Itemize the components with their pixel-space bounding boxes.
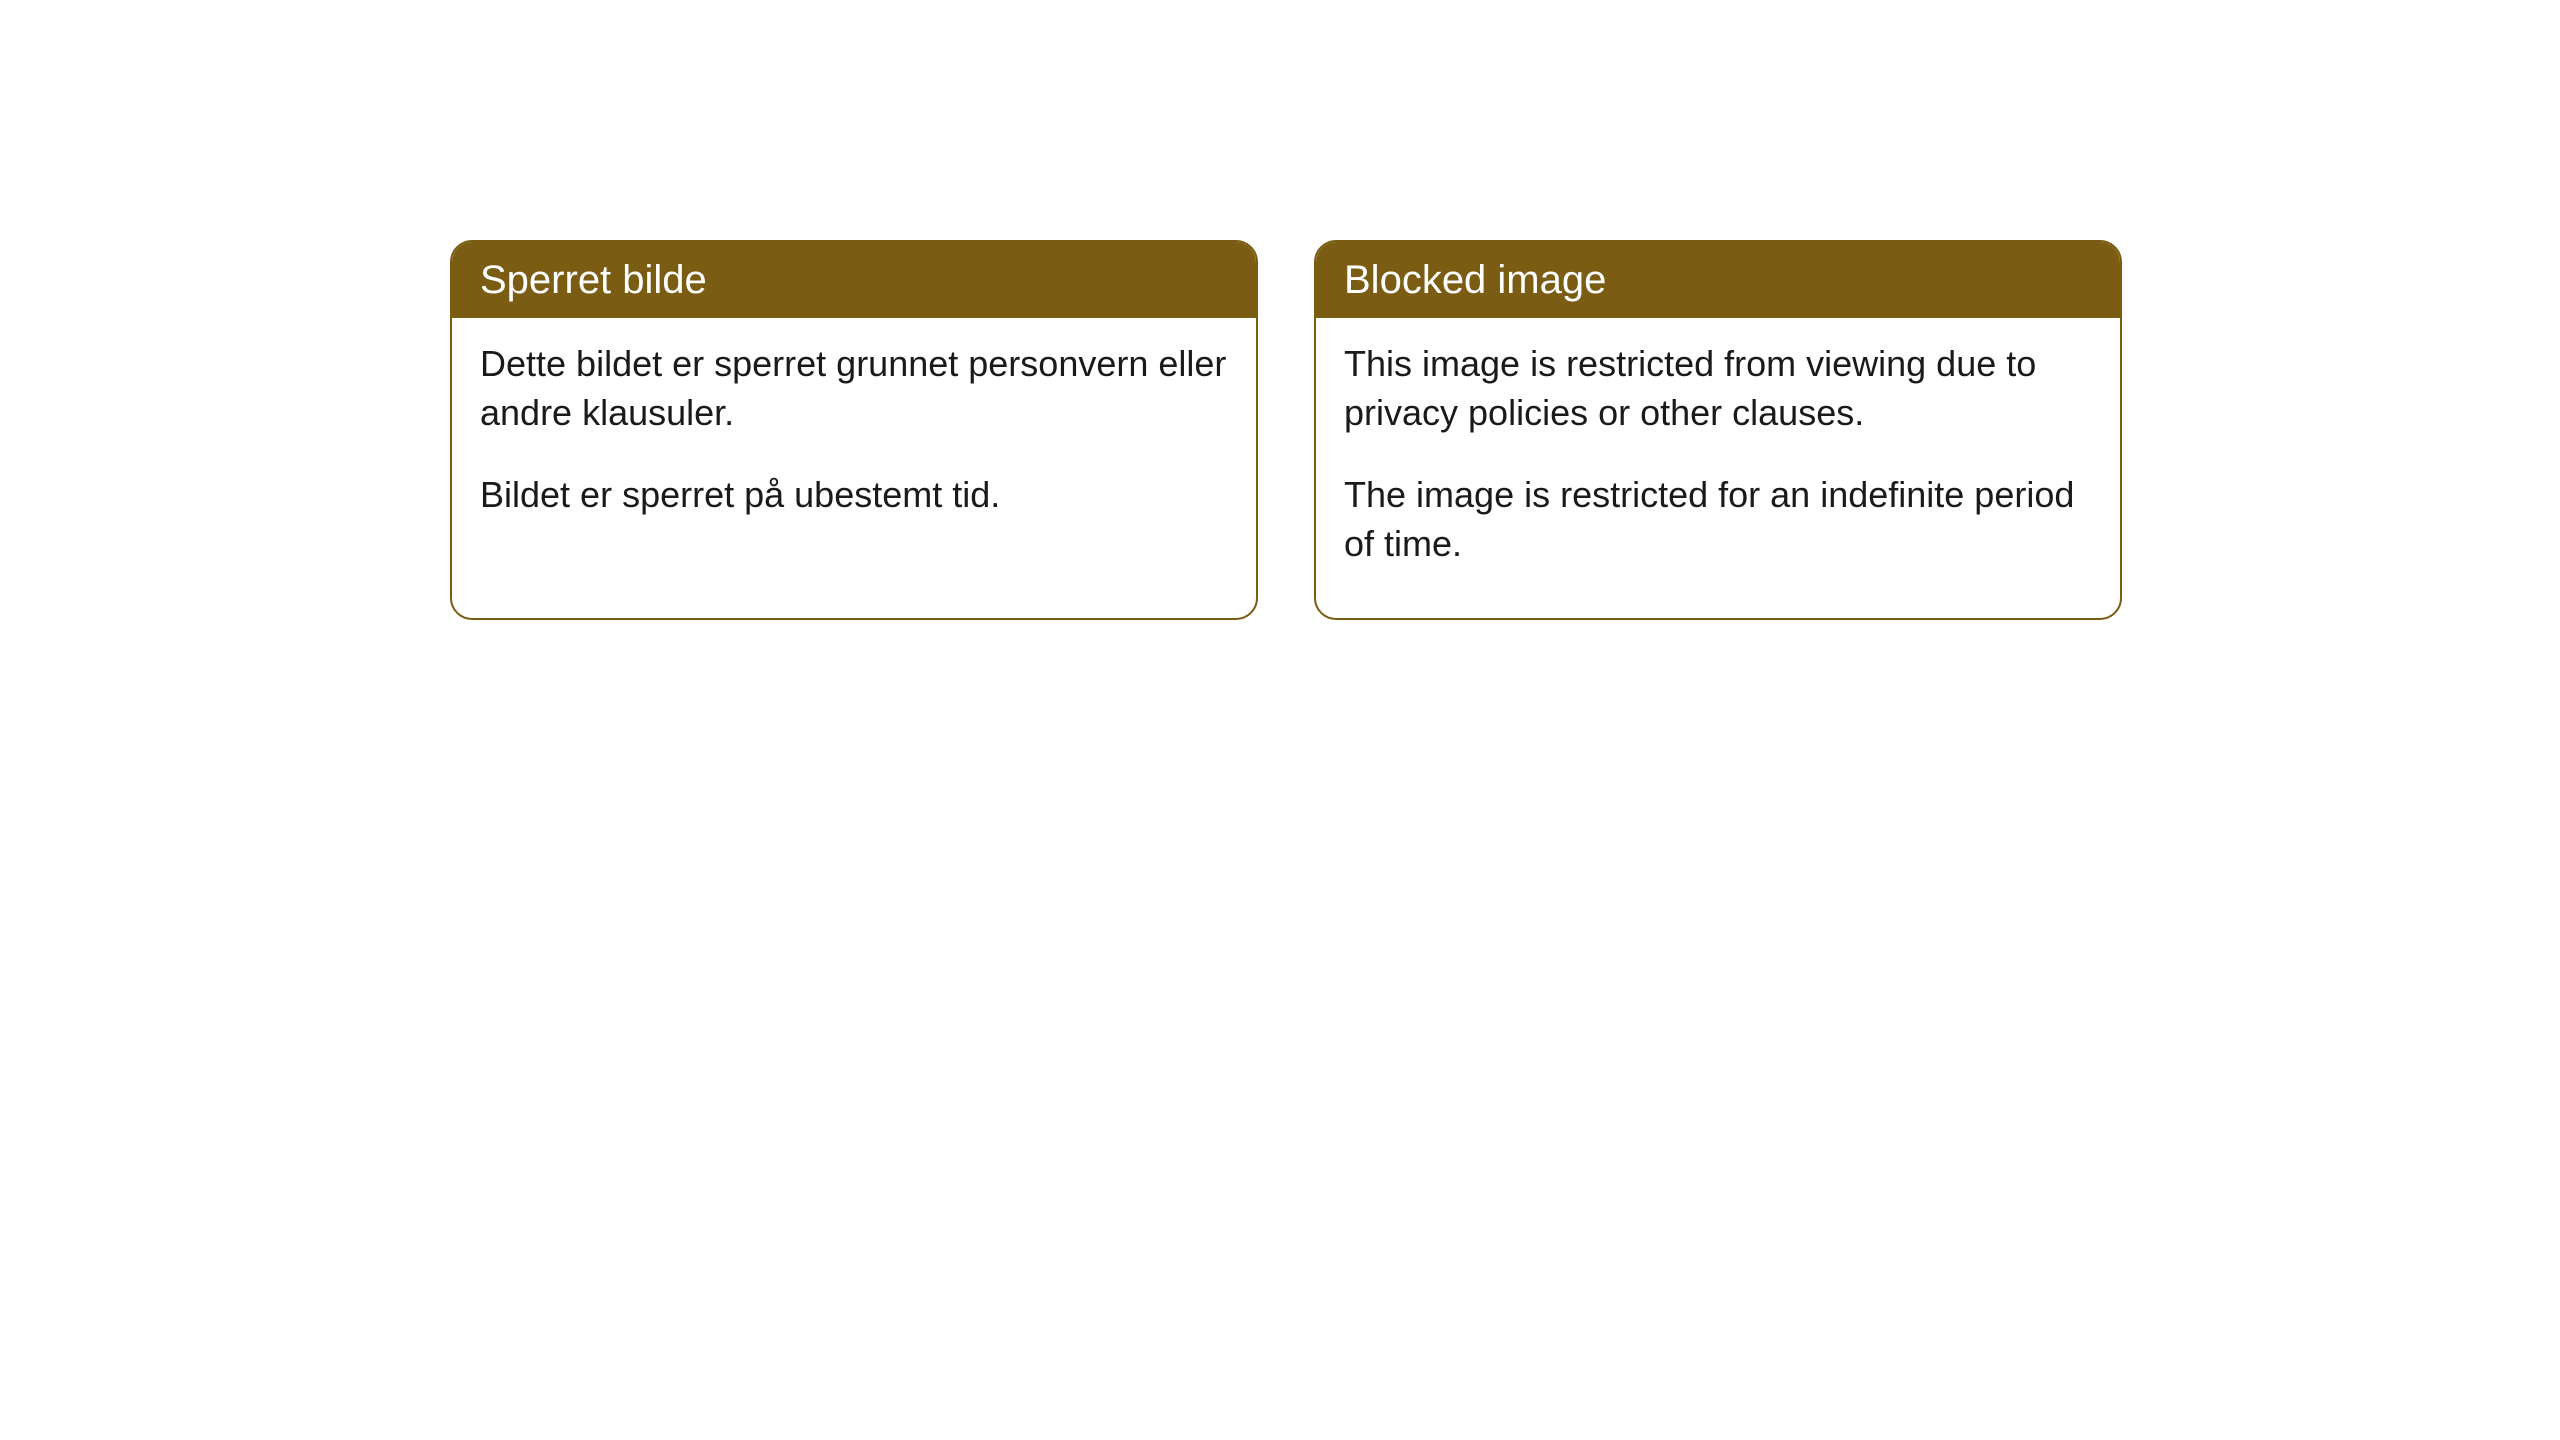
blocked-image-card-en: Blocked image This image is restricted f… xyxy=(1314,240,2122,620)
card-text-no-1: Dette bildet er sperret grunnet personve… xyxy=(480,340,1228,437)
card-text-no-2: Bildet er sperret på ubestemt tid. xyxy=(480,471,1228,520)
card-body-no: Dette bildet er sperret grunnet personve… xyxy=(452,318,1256,570)
card-header-en: Blocked image xyxy=(1316,242,2120,318)
blocked-image-card-no: Sperret bilde Dette bildet er sperret gr… xyxy=(450,240,1258,620)
card-header-no: Sperret bilde xyxy=(452,242,1256,318)
card-text-en-2: The image is restricted for an indefinit… xyxy=(1344,471,2092,568)
card-text-en-1: This image is restricted from viewing du… xyxy=(1344,340,2092,437)
notice-cards-container: Sperret bilde Dette bildet er sperret gr… xyxy=(450,240,2122,620)
card-body-en: This image is restricted from viewing du… xyxy=(1316,318,2120,618)
